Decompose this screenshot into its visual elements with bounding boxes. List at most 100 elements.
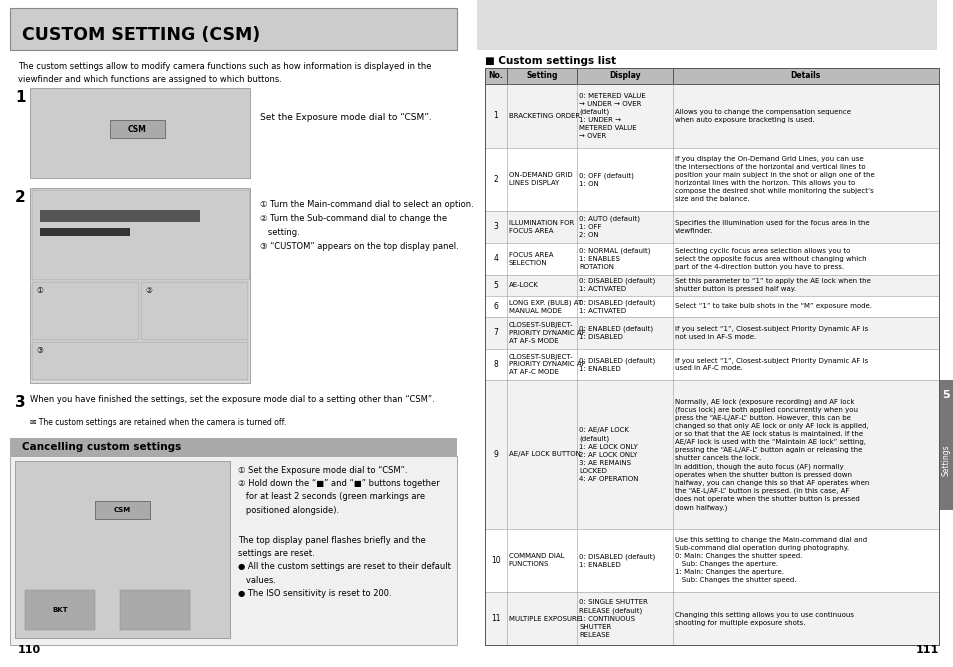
Text: ②: ② (145, 286, 152, 295)
Text: COMMAND DIAL
FUNCTIONS: COMMAND DIAL FUNCTIONS (508, 554, 564, 568)
Text: 11: 11 (491, 614, 500, 623)
Text: 0: AUTO (default)
1: OFF
2: ON: 0: AUTO (default) 1: OFF 2: ON (578, 215, 639, 238)
Bar (484, 243, 938, 275)
Text: LONG EXP. (BULB) AT
MANUAL MODE: LONG EXP. (BULB) AT MANUAL MODE (508, 299, 581, 313)
Text: ILLUMINATION FOR
FOCUS AREA: ILLUMINATION FOR FOCUS AREA (508, 220, 574, 234)
Text: ON-DEMAND GRID
LINES DISPLAY: ON-DEMAND GRID LINES DISPLAY (508, 172, 572, 186)
Text: 0: DISABLED (default)
1: ACTIVATED: 0: DISABLED (default) 1: ACTIVATED (578, 299, 655, 313)
Bar (120, 590, 190, 630)
Text: ■ Custom settings list: ■ Custom settings list (484, 56, 616, 66)
Text: 10: 10 (491, 556, 500, 565)
Text: 3: 3 (15, 395, 26, 410)
Bar (484, 147, 938, 211)
Bar (938, 380, 953, 510)
Text: Select “1” to take bulb shots in the “M” exposure mode.: Select “1” to take bulb shots in the “M”… (674, 303, 871, 309)
Text: 7: 7 (493, 328, 497, 338)
Bar (484, 211, 938, 243)
Text: If you display the On-Demand Grid Lines, you can use
the intersections of the ho: If you display the On-Demand Grid Lines,… (674, 156, 873, 202)
Bar (484, 317, 938, 349)
Text: FOCUS AREA
SELECTION: FOCUS AREA SELECTION (508, 251, 553, 265)
Text: ③: ③ (36, 346, 43, 355)
Text: Details: Details (790, 71, 820, 81)
Text: Use this setting to change the Main-command dial and
Sub-command dial operation : Use this setting to change the Main-comm… (674, 538, 865, 584)
Text: 1: 1 (493, 111, 497, 120)
Text: 111: 111 (915, 645, 938, 655)
Text: 0: AE/AF LOCK
(default)
1: AE LOCK ONLY
2: AF LOCK ONLY
3: AE REMAINS
LOCKED
4: : 0: AE/AF LOCK (default) 1: AE LOCK ONLY … (578, 428, 638, 482)
Text: Specifies the illumination used for the focus area in the
viewfinder.: Specifies the illumination used for the … (674, 220, 868, 234)
Text: CSM: CSM (113, 507, 131, 513)
Text: Display: Display (608, 71, 640, 81)
Bar (484, 275, 938, 295)
Text: 3: 3 (493, 222, 497, 231)
Bar (141, 282, 248, 340)
Bar (40, 210, 200, 222)
Text: Allows you to change the compensation sequence
when auto exposure bracketing is : Allows you to change the compensation se… (674, 109, 850, 123)
Text: Set this parameter to “1” to apply the AE lock when the
shutter button is presse: Set this parameter to “1” to apply the A… (674, 278, 869, 292)
Text: MULTIPLE EXPOSURE: MULTIPLE EXPOSURE (508, 616, 580, 622)
Bar (10, 8, 456, 50)
Text: 0: DISABLED (default)
1: ACTIVATED: 0: DISABLED (default) 1: ACTIVATED (578, 278, 655, 292)
Bar (25, 590, 95, 630)
Text: ① Turn the Main-command dial to select an option.
② Turn the Sub-command dial to: ① Turn the Main-command dial to select a… (260, 200, 474, 251)
Text: 4: 4 (493, 254, 497, 263)
Text: 1: 1 (15, 90, 26, 105)
Bar (30, 188, 250, 383)
Text: 9: 9 (493, 450, 497, 459)
Text: Normally, AE lock (exposure recording) and AF lock
(focus lock) are both applied: Normally, AE lock (exposure recording) a… (674, 398, 868, 511)
Bar (32, 282, 139, 340)
Bar (484, 68, 938, 84)
Text: BKT: BKT (52, 607, 68, 613)
Text: ① Set the Exposure mode dial to “CSM”.
② Hold down the “■” and “■” buttons toget: ① Set the Exposure mode dial to “CSM”. ②… (237, 466, 439, 515)
Bar (30, 88, 250, 178)
Text: 0: SINGLE SHUTTER
RELEASE (default)
1: CONTINUOUS
SHUTTER
RELEASE: 0: SINGLE SHUTTER RELEASE (default) 1: C… (578, 599, 647, 638)
Text: The custom settings allow to modify camera functions such as how information is : The custom settings allow to modify came… (18, 62, 431, 83)
Text: 2: 2 (15, 190, 26, 205)
Bar (484, 380, 938, 528)
Text: If you select “1”, Closest-subject Priority Dynamic AF is
used in AF-C mode.: If you select “1”, Closest-subject Prior… (674, 358, 867, 372)
Text: BRACKETING ORDER: BRACKETING ORDER (508, 113, 579, 119)
Text: Set the Exposure mode dial to “CSM”.: Set the Exposure mode dial to “CSM”. (260, 113, 432, 123)
Bar (10, 456, 456, 645)
Bar (484, 528, 938, 592)
Text: 110: 110 (18, 645, 41, 655)
Text: ✉ The custom settings are retained when the camera is turned off.: ✉ The custom settings are retained when … (30, 418, 286, 427)
Text: AE-LOCK: AE-LOCK (508, 282, 538, 288)
Text: 0: METERED VALUE
→ UNDER → OVER
(default)
1: UNDER →
METERED VALUE
→ OVER: 0: METERED VALUE → UNDER → OVER (default… (578, 93, 645, 139)
Text: CLOSEST-SUBJECT-
PRIORITY DYNAMIC AF
AT AF-S MODE: CLOSEST-SUBJECT- PRIORITY DYNAMIC AF AT … (508, 321, 585, 344)
Bar (476, 0, 936, 50)
Text: Cancelling custom settings: Cancelling custom settings (22, 442, 181, 452)
Text: The top display panel flashes briefly and the
settings are reset.
● All the cust: The top display panel flashes briefly an… (237, 536, 451, 598)
Text: CSM: CSM (128, 125, 146, 133)
Bar (32, 190, 250, 280)
Bar (110, 120, 165, 138)
Text: 5: 5 (493, 281, 497, 289)
Text: No.: No. (488, 71, 503, 81)
Bar (32, 342, 248, 380)
Text: 0: DISABLED (default)
1: ENABLED: 0: DISABLED (default) 1: ENABLED (578, 553, 655, 568)
Bar (15, 461, 230, 638)
Bar (484, 84, 938, 147)
Text: If you select “1”, Closest-subject Priority Dynamic AF is
not used in AF-S mode.: If you select “1”, Closest-subject Prior… (674, 325, 867, 340)
Text: When you have finished the settings, set the exposure mode dial to a setting oth: When you have finished the settings, set… (30, 395, 435, 404)
Text: Changing this setting allows you to use continuous
shooting for multiple exposur: Changing this setting allows you to use … (674, 612, 853, 626)
Text: 8: 8 (493, 360, 497, 369)
Bar (484, 295, 938, 317)
Bar (95, 501, 150, 519)
Text: Setting: Setting (526, 71, 558, 81)
Bar (10, 438, 456, 456)
Text: 0: OFF (default)
1: ON: 0: OFF (default) 1: ON (578, 172, 634, 187)
Text: 0: NORMAL (default)
1: ENABLES
ROTATION: 0: NORMAL (default) 1: ENABLES ROTATION (578, 247, 650, 270)
Text: 0: DISABLED (default)
1: ENABLED: 0: DISABLED (default) 1: ENABLED (578, 358, 655, 372)
Text: Selecting cyclic focus area selection allows you to
select the opposite focus ar: Selecting cyclic focus area selection al… (674, 247, 865, 269)
Text: AE/AF LOCK BUTTON: AE/AF LOCK BUTTON (508, 452, 580, 458)
Text: 0: ENABLED (default)
1: DISABLED: 0: ENABLED (default) 1: DISABLED (578, 325, 653, 340)
Text: CUSTOM SETTING (CSM): CUSTOM SETTING (CSM) (22, 26, 260, 44)
Bar (40, 228, 130, 236)
Bar (484, 592, 938, 645)
Text: ①: ① (36, 286, 43, 295)
Bar (484, 349, 938, 380)
Text: 2: 2 (493, 175, 497, 184)
Text: CLOSEST-SUBJECT-
PRIORITY DYNAMIC AF
AT AF-C MODE: CLOSEST-SUBJECT- PRIORITY DYNAMIC AF AT … (508, 354, 585, 376)
Text: 6: 6 (493, 301, 497, 311)
Text: Settings: Settings (941, 444, 950, 476)
